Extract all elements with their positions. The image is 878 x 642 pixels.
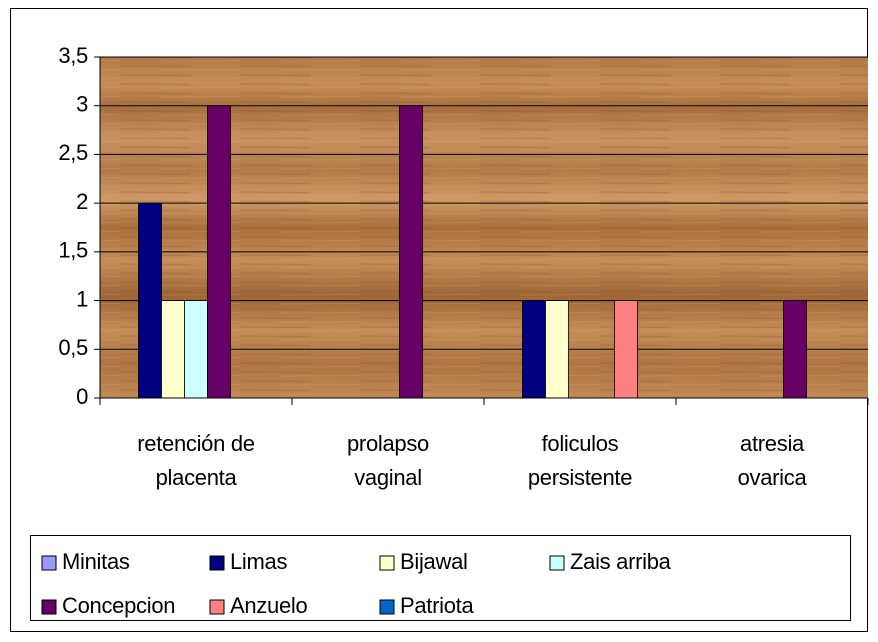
legend-swatch xyxy=(41,599,57,615)
legend-label: Bijawal xyxy=(400,549,468,574)
legend-label: Minitas xyxy=(62,549,130,574)
legend-swatch xyxy=(209,599,225,615)
bar xyxy=(545,300,569,399)
y-tick-label: 2,5 xyxy=(58,140,88,165)
legend xyxy=(30,535,851,621)
y-tick-label: 0 xyxy=(76,384,88,409)
bar xyxy=(184,300,208,399)
x-tick-label: placenta xyxy=(156,465,238,490)
legend-swatch xyxy=(549,555,565,571)
y-tick-label: 1,5 xyxy=(58,238,88,263)
y-tick-label: 0,5 xyxy=(58,335,88,360)
legend-label: Anzuelo xyxy=(230,593,307,618)
legend-swatch xyxy=(379,599,395,615)
x-tick-label: atresia xyxy=(740,431,805,456)
legend-label: Limas xyxy=(230,549,287,574)
y-tick-label: 3 xyxy=(76,92,88,117)
bar xyxy=(207,105,231,399)
legend-swatch xyxy=(209,555,225,571)
x-tick-label: prolapso xyxy=(347,431,429,456)
x-tick-label: vaginal xyxy=(354,465,422,490)
bar xyxy=(161,300,185,399)
y-tick-label: 1 xyxy=(76,286,88,311)
legend-label: Patriota xyxy=(400,593,474,618)
legend-swatch xyxy=(41,555,57,571)
bar xyxy=(783,300,807,399)
bar xyxy=(399,105,423,399)
y-tick-label: 2 xyxy=(76,189,88,214)
bar xyxy=(138,202,162,399)
x-tick-label: ovarica xyxy=(738,465,808,490)
x-tick-label: persistente xyxy=(528,465,632,490)
bar xyxy=(614,300,638,399)
legend-label: Zais arriba xyxy=(570,549,672,574)
y-tick-label: 3,5 xyxy=(58,43,88,68)
x-tick-label: foliculos xyxy=(542,431,619,456)
legend-label: Concepcion xyxy=(62,593,175,618)
x-tick-label: retención de xyxy=(137,431,255,456)
bar xyxy=(522,300,546,399)
legend-swatch xyxy=(379,555,395,571)
